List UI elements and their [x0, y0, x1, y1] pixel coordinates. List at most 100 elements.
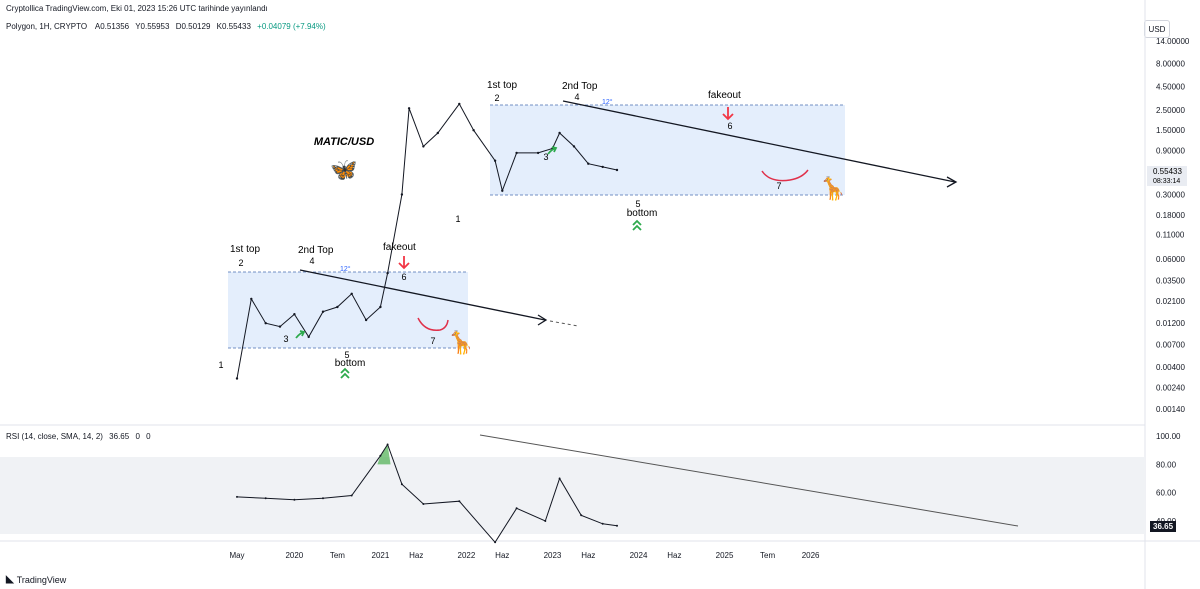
rsi-point [400, 483, 403, 486]
price-point [472, 129, 475, 132]
price-tick-label: 0.11000 [1156, 231, 1185, 240]
fakeout-arrow-icon [398, 107, 734, 270]
rsi-point [422, 503, 425, 505]
time-tick-label: Haz [667, 551, 681, 560]
c1-num-6: 6 [401, 272, 406, 282]
rsi-tick-label: 60.00 [1156, 489, 1177, 498]
price-tick-label: 0.00140 [1156, 405, 1185, 414]
rsi-point [616, 524, 618, 527]
price-tick-label: 0.01200 [1156, 319, 1185, 328]
trendline-2 [562, 100, 958, 188]
price-point [386, 271, 389, 275]
giraffe-icon-2: 🦒 [819, 176, 846, 201]
price-point [436, 131, 439, 135]
price-point [572, 145, 576, 148]
giraffe-icon: 🦒 [447, 330, 474, 355]
price-tick-label: 0.02100 [1156, 297, 1185, 306]
rsi-point [379, 454, 382, 457]
price-tick-label: 0.00240 [1156, 383, 1185, 392]
price-point [278, 325, 282, 328]
rsi-point [580, 514, 583, 517]
c2-num-6: 6 [727, 121, 732, 131]
price-point [615, 168, 619, 172]
time-tick-label: Haz [409, 551, 423, 560]
range-box-1 [228, 272, 468, 348]
last-price: 0.55433 [1153, 167, 1182, 176]
c1-fakeout: fakeout [383, 242, 416, 253]
price-tick-label: 0.00700 [1156, 341, 1185, 350]
time-tick-label: Tem [760, 551, 775, 560]
rsi-point [515, 507, 518, 510]
tradingview-brand[interactable]: ◣ TradingView [6, 574, 66, 585]
trendline-1 [299, 269, 579, 327]
price-tick-label: 2.50000 [1156, 106, 1185, 115]
price-point [336, 305, 339, 309]
price-point [350, 292, 353, 295]
time-tick-label: 2022 [458, 551, 476, 560]
rsi-tick-label: 40.00 [1156, 517, 1177, 526]
rsi-legend[interactable]: RSI (14, close, SMA, 14, 2) 36.65 0 0 [6, 432, 155, 441]
rsi-point [293, 498, 296, 501]
time-tick-label: 2025 [716, 551, 734, 560]
c2-first-top: 1st top [487, 80, 517, 91]
rsi-point [544, 520, 547, 522]
price-point [501, 189, 504, 192]
time-tick-label: 2026 [802, 551, 820, 560]
c2-num-3: 3 [543, 152, 548, 162]
c1-num-7: 7 [430, 336, 435, 346]
price-point [587, 162, 590, 165]
rsi-overbought-fill [377, 444, 391, 465]
rsi-point [386, 443, 389, 446]
price-tick-label: 0.90000 [1156, 147, 1185, 156]
price-tick-label: 1.50000 [1156, 126, 1185, 135]
price-point [515, 151, 518, 155]
time-tick-label: 2024 [630, 551, 648, 560]
c2-bottom: bottom [627, 208, 658, 219]
rsi-axis[interactable]: 100.00 80.00 60.00 40.00 [1156, 432, 1181, 526]
low-value: D0.50129 [175, 22, 211, 31]
rsi-point [458, 500, 461, 503]
price-point [250, 297, 253, 301]
price-point [400, 193, 404, 196]
price-point [458, 102, 461, 106]
rsi-tick-label: 100.00 [1156, 432, 1181, 441]
rsi-label: RSI (14, close, SMA, 14, 2) [6, 432, 103, 441]
rsi-series [236, 443, 618, 544]
price-series [235, 102, 619, 380]
rsi-line [236, 443, 618, 544]
published-caption: Cryptollica TradingView.com, Eki 01, 202… [6, 4, 268, 13]
price-point [601, 165, 604, 169]
c1-num-5: 5 [344, 350, 349, 360]
tradingview-logo-icon: ◣ [6, 574, 14, 585]
rsi-value: 36.65 [109, 432, 130, 441]
rsi-trendline [479, 434, 1019, 527]
c1-num-3: 3 [283, 334, 288, 344]
time-axis[interactable]: May 2020 Tem 2021 Haz 2022 Haz 2023 Haz 2024 Haz 20… [229, 551, 820, 560]
price-point [558, 131, 561, 135]
c1-num-4: 4 [309, 256, 314, 266]
symbol-legend: Polygon, 1H, CRYPTO A0.51356 Y0.55953 D0… [6, 22, 330, 31]
rsi-point [494, 541, 497, 544]
price-tick-label: 0.03500 [1156, 276, 1185, 285]
price-tick-label: 8.00000 [1156, 59, 1185, 68]
c1-first-top: 1st top [230, 244, 260, 255]
brand-label: TradingView [16, 574, 67, 585]
hook-icon [417, 169, 809, 331]
time-tick-label: May [229, 551, 244, 560]
currency-button[interactable]: USD [1144, 20, 1170, 38]
rsi-current-tag: 36.65 [1150, 521, 1176, 532]
last-price-tag: 0.55433 08:33:14 [1147, 166, 1187, 186]
close-value: K0.55433 [216, 22, 251, 31]
symbol-name[interactable]: Polygon, 1H, CRYPTO [6, 22, 88, 31]
rsi-point [322, 497, 324, 500]
rsi-point [350, 494, 353, 497]
time-tick-label: Tem [330, 551, 345, 560]
price-tick-label: 4.50000 [1156, 82, 1185, 91]
c2-num-7: 7 [776, 181, 781, 191]
time-tick-label: 2020 [285, 551, 303, 560]
price-axis[interactable]: 14.00000 8.00000 4.50000 2.50000 1.50000 0.90… [1156, 37, 1190, 414]
price-point [321, 310, 325, 313]
time-tick-label: 2021 [372, 551, 390, 560]
price-tick-label: 0.18000 [1156, 211, 1185, 220]
